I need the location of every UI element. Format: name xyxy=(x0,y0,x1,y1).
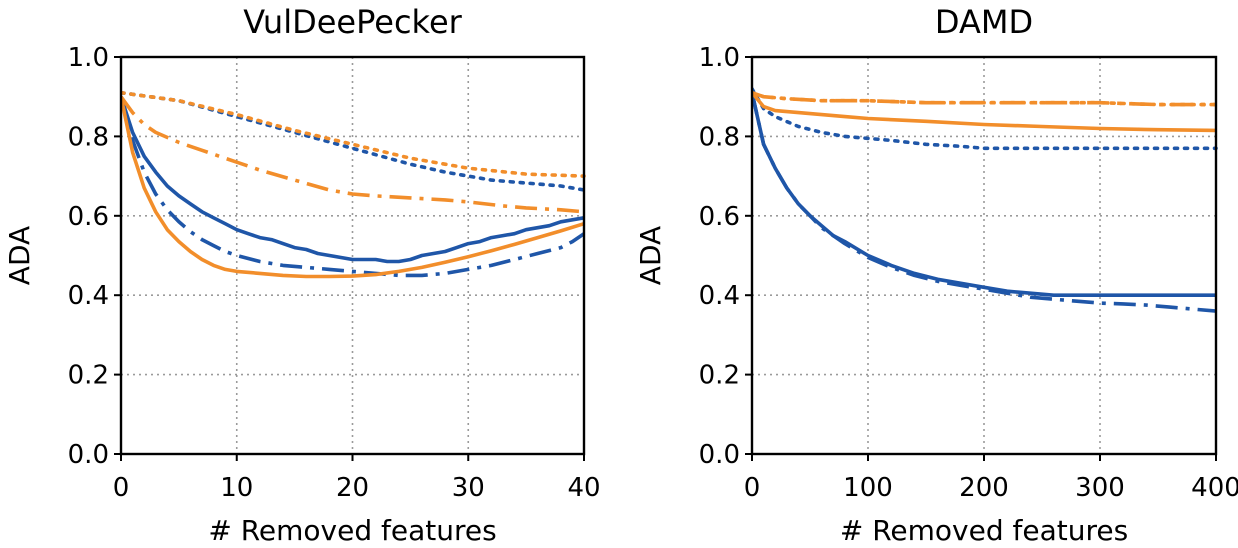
plot-frame xyxy=(119,55,586,456)
x-tick-label: 300 xyxy=(1075,473,1125,503)
series-orange-dashdot xyxy=(752,90,1216,107)
x-tick-label: 40 xyxy=(567,473,600,503)
series-orange-dotted xyxy=(121,90,586,178)
series-blue-dotted xyxy=(121,90,586,192)
y-tick-label: 0.8 xyxy=(699,122,740,152)
series-blue-dashdot xyxy=(752,92,1217,313)
y-tick-label: 0.4 xyxy=(699,281,740,311)
plot-frame xyxy=(750,55,1218,456)
x-tick-label: 200 xyxy=(959,473,1009,503)
y-tick-label: 0.0 xyxy=(699,440,740,470)
y-tick-label: 1.0 xyxy=(699,43,740,73)
series-orange-solid xyxy=(121,96,585,279)
y-tick-label: 0.8 xyxy=(68,122,109,152)
chart-title: VulDeePecker xyxy=(243,3,462,41)
y-tick-label: 0.2 xyxy=(699,361,740,391)
series-orange-dashdot xyxy=(121,95,585,214)
y-tick-label: 1.0 xyxy=(68,43,109,73)
x-tick-label: 10 xyxy=(220,473,253,503)
x-tick-label: 0 xyxy=(113,473,130,503)
series-blue-dashdot xyxy=(121,96,586,278)
series-orange-solid xyxy=(752,91,1217,133)
series-blue-solid xyxy=(752,92,1216,298)
x-axis-label: # Removed features xyxy=(208,514,496,547)
y-axis-label: ADA xyxy=(634,226,667,285)
x-axis-label: # Removed features xyxy=(840,514,1128,547)
y-tick-label: 0.6 xyxy=(699,202,740,232)
x-tick-label: 100 xyxy=(843,473,893,503)
y-axis-label: ADA xyxy=(3,226,36,285)
series-blue-dotted xyxy=(752,87,1218,151)
chart-title: DAMD xyxy=(935,3,1033,41)
x-tick-label: 0 xyxy=(744,473,761,503)
chart-panel-1: 0 10 20 30 40 0.0 0.2 0.4 0.6 0.8 1.0 VulDeePecker #… xyxy=(3,3,601,547)
series-blue-solid xyxy=(121,96,585,264)
x-tick-label: 30 xyxy=(452,473,485,503)
y-tick-label: 0.0 xyxy=(68,440,109,470)
x-tick-label: 20 xyxy=(336,473,369,503)
y-tick-label: 0.4 xyxy=(68,281,109,311)
x-tick-label: 400 xyxy=(1191,473,1238,503)
chart-panel-2: 0 100 200 300 400 0.0 0.2 0.4 0.6 0.8 1.0 DAMD # Rem… xyxy=(634,3,1238,547)
y-tick-label: 0.2 xyxy=(68,361,109,391)
y-tick-label: 0.6 xyxy=(68,202,109,232)
